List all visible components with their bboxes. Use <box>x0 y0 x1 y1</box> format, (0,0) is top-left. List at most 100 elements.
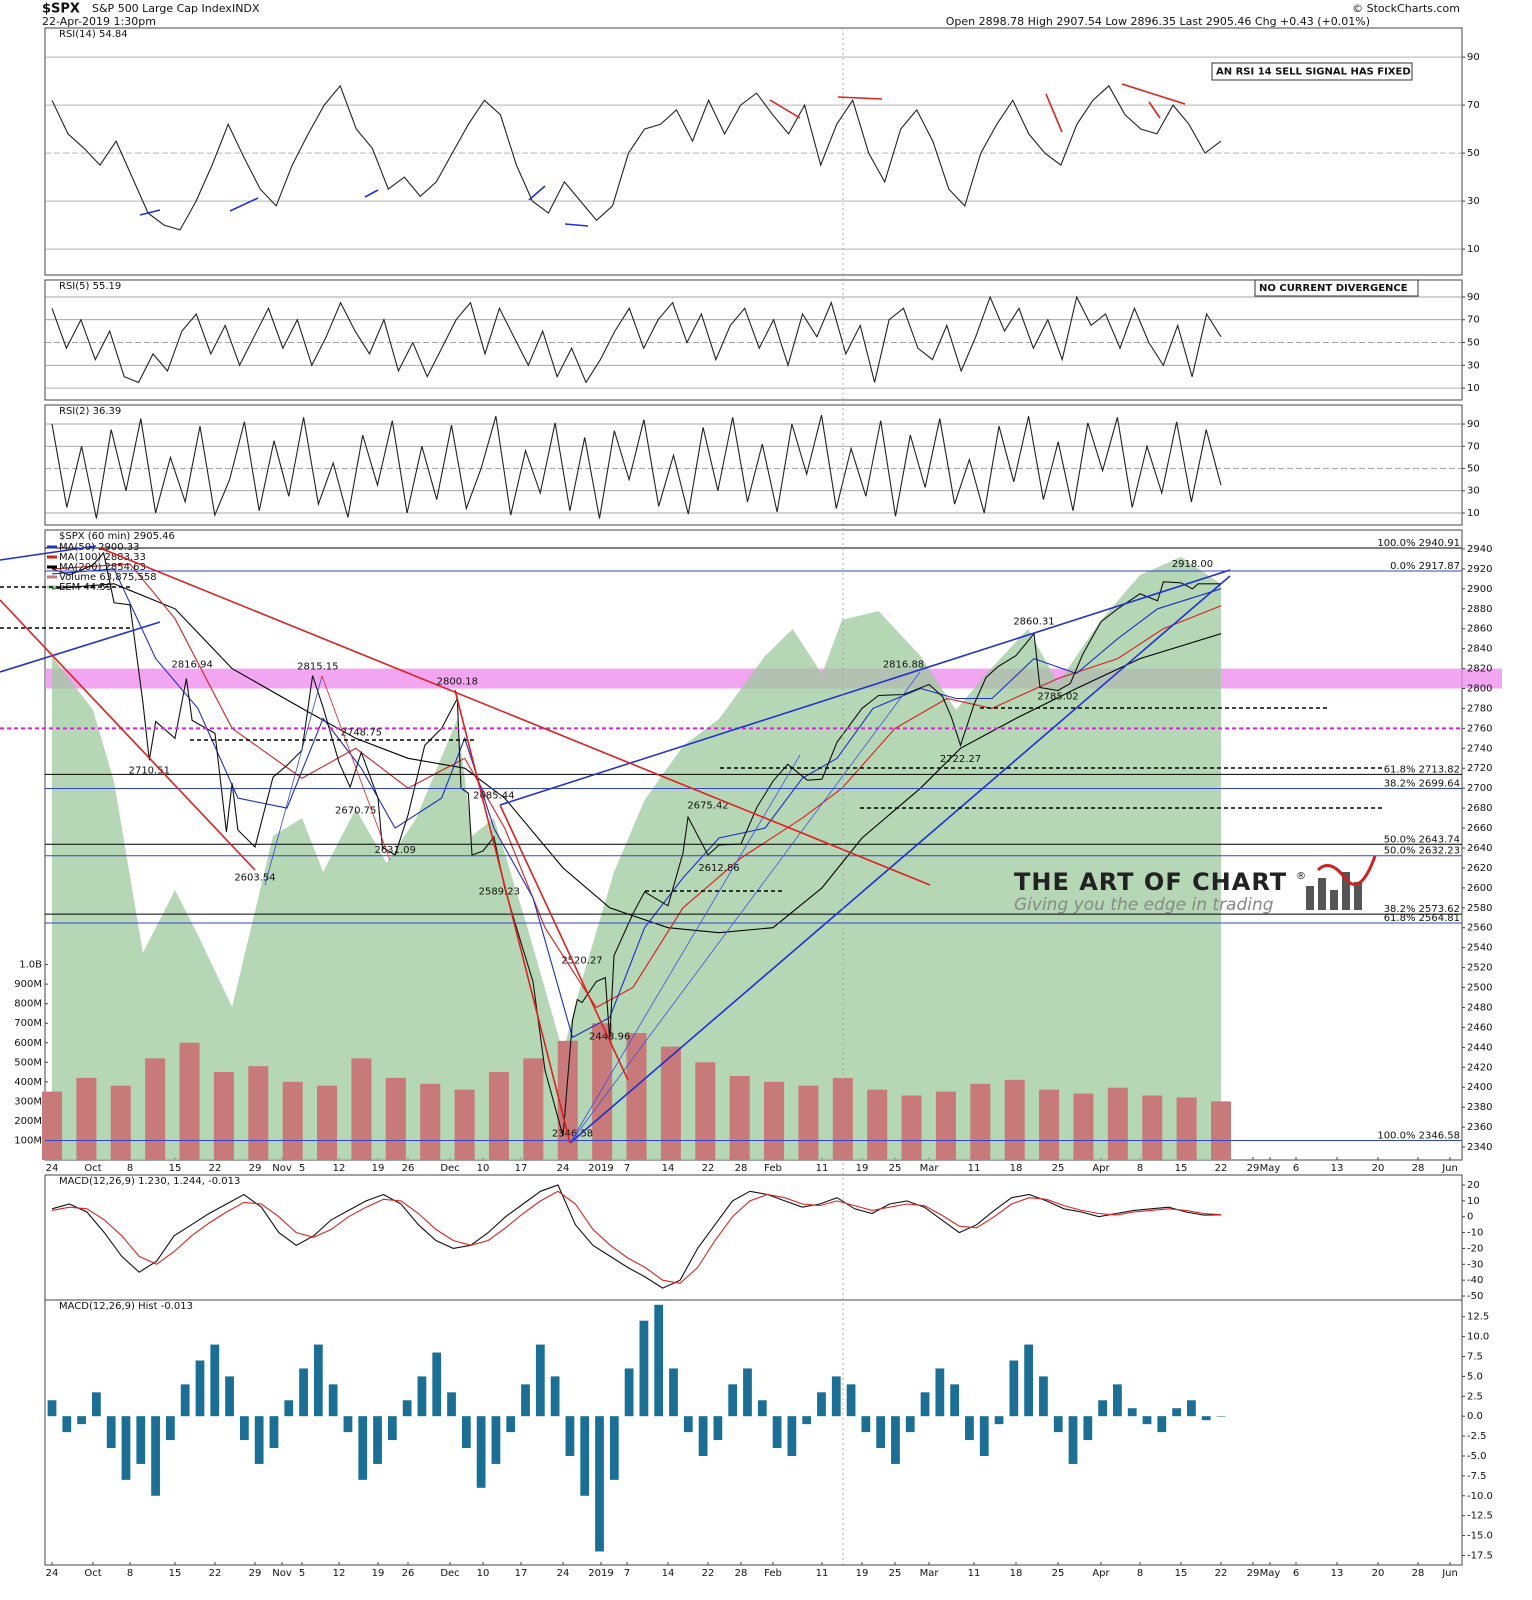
bar <box>521 1384 530 1417</box>
x-tick-label: May <box>1260 1568 1281 1579</box>
x-tick-label: 26 <box>402 1163 415 1174</box>
x-tick-label: 5 <box>299 1568 305 1579</box>
x-tick-label: 29 <box>249 1568 262 1579</box>
price-label: 2816.88 <box>883 660 924 671</box>
x-tick-label: 18 <box>1010 1568 1023 1579</box>
bar <box>1009 1360 1019 1417</box>
bar <box>461 1416 471 1449</box>
level-label: 50.0% 2643.74 <box>1384 834 1460 845</box>
bar <box>1098 1400 1108 1417</box>
y-tick-label: 2540 <box>1467 943 1492 954</box>
note-text: NO CURRENT DIVERGENCE <box>1259 283 1408 294</box>
y2-tick-label: 300M <box>14 1096 42 1107</box>
logo-title: THE ART OF CHART <box>1014 868 1287 896</box>
y-tick-label: 2560 <box>1467 923 1492 934</box>
note-box <box>1211 62 1413 81</box>
bar <box>151 1416 160 1496</box>
y-tick-label: 2660 <box>1467 823 1492 834</box>
signal-arrows <box>139 185 589 227</box>
price-label: 2675.42 <box>687 801 728 812</box>
panel-title: MACD(12,26,9) 1.230, 1.244, -0.013 <box>59 1176 240 1187</box>
source: © StockCharts.com <box>1352 2 1460 15</box>
x-tick-label: 28 <box>1412 1163 1425 1174</box>
trendline <box>321 675 391 861</box>
price-label: 2918.00 <box>1172 559 1213 570</box>
price-label: 2748.75 <box>341 728 382 739</box>
x-tick-label: 11 <box>816 1568 829 1579</box>
bar <box>683 1416 693 1433</box>
bar <box>757 1400 767 1417</box>
x-tick-label: Nov <box>272 1568 292 1579</box>
trendline <box>99 547 931 886</box>
bar <box>787 1416 797 1456</box>
y-tick-label: 5.0 <box>1467 1371 1483 1382</box>
x-tick-label: 20 <box>1372 1568 1385 1579</box>
trendline <box>0 599 256 871</box>
bar <box>876 1416 886 1449</box>
y-tick-label: -10 <box>1467 1228 1483 1239</box>
bar <box>624 1368 634 1417</box>
y-tick-label: 2520 <box>1467 963 1492 974</box>
bar <box>1113 1384 1122 1417</box>
x-tick-label: 7 <box>624 1568 630 1579</box>
level-label: 50.0% 2632.23 <box>1384 846 1460 857</box>
y-tick-label: 2360 <box>1467 1122 1492 1133</box>
trendline <box>264 675 323 886</box>
x-tick-label: Jun <box>1441 1568 1458 1579</box>
price-label: 2816.94 <box>171 660 212 671</box>
bar <box>447 1392 456 1417</box>
trendline <box>499 569 1231 806</box>
bar <box>846 1384 856 1417</box>
note-text: AN RSI 14 SELL SIGNAL HAS FIXED <box>1216 67 1411 78</box>
x-tick-label: 5 <box>299 1163 305 1174</box>
x-tick-label: 25 <box>889 1568 902 1579</box>
bar <box>269 1416 279 1449</box>
bar <box>284 1400 294 1417</box>
panel-title: RSI(5) 55.19 <box>59 281 121 292</box>
x-tick-label: Apr <box>1092 1568 1110 1579</box>
x-tick-label: 6 <box>1293 1568 1299 1579</box>
y-tick-label: 2440 <box>1467 1042 1492 1053</box>
x-tick-label: 24 <box>557 1568 570 1579</box>
x-tick-label: 20 <box>1372 1163 1385 1174</box>
bar <box>506 1416 516 1433</box>
price-label: 2685.44 <box>473 791 514 802</box>
bar <box>432 1352 442 1417</box>
y-tick-label: 2620 <box>1467 863 1492 874</box>
x-tick-label: 28 <box>735 1568 748 1579</box>
x-tick-label: 29 <box>1247 1568 1260 1579</box>
bar <box>994 1416 1004 1425</box>
trendline <box>569 754 801 1144</box>
trendline <box>499 804 629 1081</box>
price-label: 2520.27 <box>561 955 602 966</box>
panel-frame <box>44 279 1463 401</box>
trendlines <box>0 28 1385 1565</box>
bar <box>802 1416 812 1425</box>
y-tick-label: 2880 <box>1467 604 1492 615</box>
price-label: 2612.86 <box>698 863 739 874</box>
logo-icon <box>1354 882 1362 910</box>
bar <box>970 1083 991 1160</box>
quote: Open 2898.78 High 2907.54 Low 2896.35 La… <box>946 15 1370 28</box>
bar <box>1142 1416 1152 1425</box>
x-tick-label: 11 <box>816 1163 829 1174</box>
bar <box>965 1416 974 1441</box>
bar <box>313 1344 323 1417</box>
x-tick-label: 24 <box>557 1163 570 1174</box>
y2-tick-label: 800M <box>14 999 42 1010</box>
level-label: 38.2% 2699.64 <box>1384 779 1460 790</box>
level-label: 100.0% 2346.58 <box>1377 1130 1460 1141</box>
trendline <box>454 689 571 1144</box>
bar <box>254 1416 264 1464</box>
bar <box>729 1075 750 1160</box>
logo-icon <box>1342 872 1350 910</box>
bar <box>454 1089 475 1160</box>
y-tick-label: -15.0 <box>1467 1531 1493 1542</box>
bar <box>1187 1400 1196 1417</box>
bar <box>373 1416 382 1464</box>
x-tick-label: 11 <box>968 1568 981 1579</box>
panel-frame <box>44 1299 1463 1566</box>
bar <box>660 1046 681 1160</box>
y-tick-label: 2340 <box>1467 1142 1492 1153</box>
